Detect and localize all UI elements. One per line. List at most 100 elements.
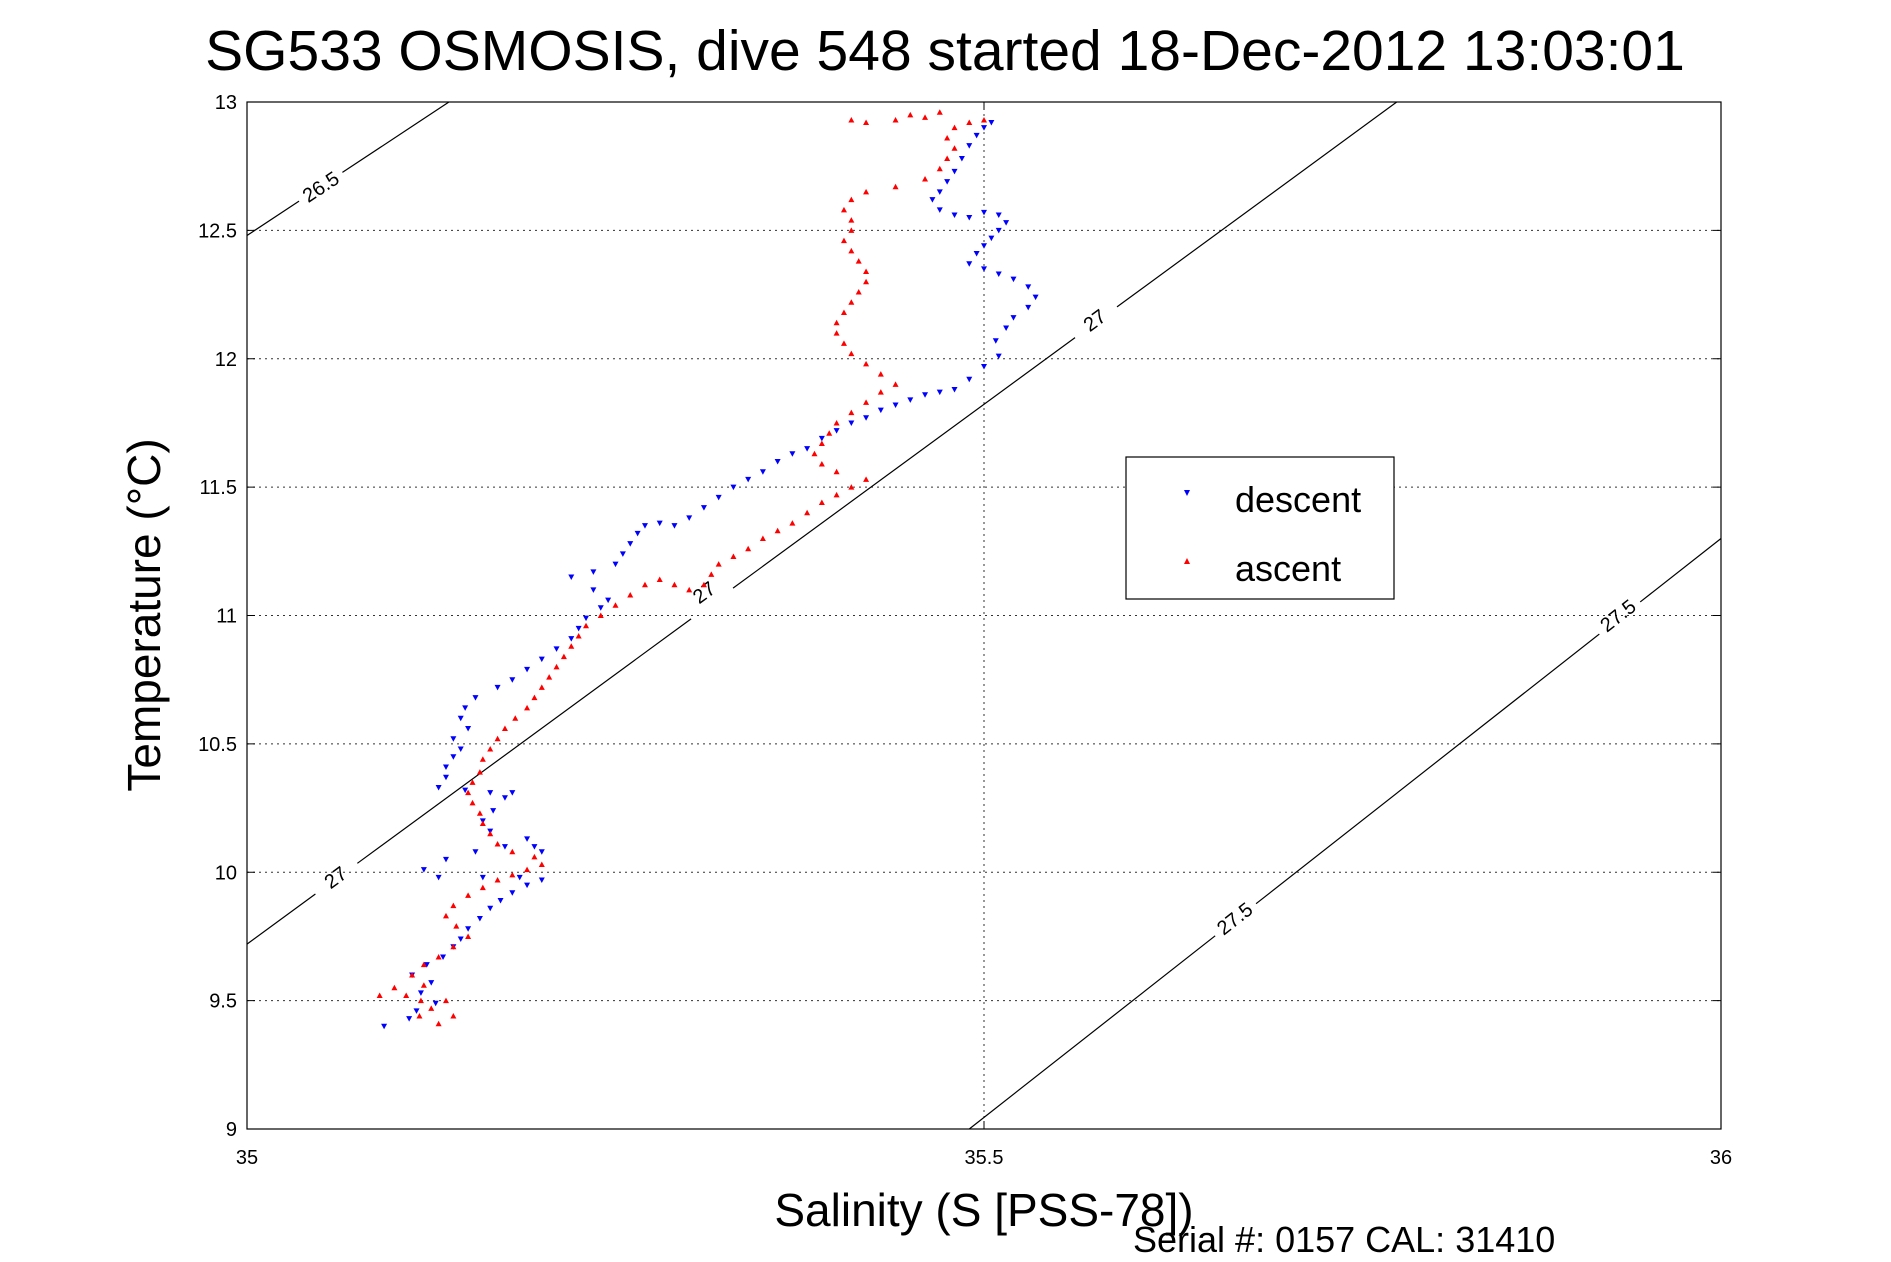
descent-point (818, 435, 825, 442)
ascent-point (863, 399, 870, 405)
descent-point (457, 715, 464, 722)
ascent-point (465, 892, 472, 898)
descent-point (1003, 220, 1010, 226)
descent-point (450, 754, 457, 760)
descent-point (1032, 294, 1039, 301)
descent-point (804, 446, 811, 452)
descent-point (936, 189, 943, 195)
ascent-point (818, 499, 825, 506)
ascent-point (686, 586, 693, 593)
ascent-point (597, 612, 604, 618)
descent-point (1025, 304, 1032, 311)
x-tick-label: 35 (236, 1147, 258, 1169)
descent-point (524, 882, 531, 889)
ascent-point (848, 484, 855, 490)
descent-point (922, 392, 929, 398)
x-tick-label: 35.5 (965, 1147, 1004, 1169)
y-tick-label: 10 (215, 862, 237, 884)
descent-point (774, 458, 781, 465)
ascent-point (848, 217, 855, 223)
y-tick-label: 12.5 (198, 220, 237, 242)
ascent-point (745, 545, 752, 552)
legend: descent ascent (1125, 456, 1395, 600)
y-tick-label: 11.5 (200, 477, 237, 499)
ascent-point (453, 923, 460, 929)
descent-point (524, 836, 531, 842)
descent-point (487, 790, 494, 796)
y-tick-label: 11 (216, 606, 237, 628)
descent-point (833, 428, 840, 434)
descent-point (789, 451, 796, 457)
x-tick-label: 36 (1710, 1147, 1732, 1169)
descent-point (538, 849, 545, 855)
ascent-point (575, 633, 582, 639)
y-tick-label: 9.5 (209, 991, 237, 1013)
descent-point (619, 551, 626, 557)
ascent-point (892, 381, 899, 387)
ascent-point (833, 419, 840, 426)
ascent-point (435, 953, 442, 960)
ascent-point (487, 746, 494, 752)
descent-point (575, 625, 582, 632)
ascent-point (840, 237, 847, 244)
ascent-point (936, 109, 943, 115)
ascent-point (833, 468, 840, 475)
ascent-point (512, 715, 519, 721)
ascent-point (494, 876, 501, 883)
ascent-point (848, 196, 855, 203)
descent-point (509, 890, 516, 896)
ascent-point (833, 319, 840, 326)
descent-point (423, 962, 430, 968)
series-descent (381, 120, 1039, 1030)
ascent-point (840, 206, 847, 213)
descent-point (440, 954, 447, 960)
descent-point (479, 874, 486, 881)
ascent-point (627, 591, 634, 598)
descent-point (1010, 276, 1017, 283)
descent-point (936, 207, 943, 213)
ascent-point (612, 602, 619, 608)
ascent-point (476, 810, 483, 816)
isopycnal-line (1255, 633, 1600, 905)
ascent-point (811, 450, 818, 457)
ascent-point (848, 299, 855, 305)
descent-point (538, 877, 545, 883)
ascent-point (848, 409, 855, 416)
y-tick-label: 13 (215, 92, 237, 114)
descent-point (730, 484, 737, 491)
series-ascent (376, 109, 987, 1027)
ascent-point (840, 309, 847, 316)
ascent-point (656, 576, 663, 583)
descent-point (966, 376, 973, 383)
ascent-point (774, 527, 781, 534)
ascent-point (450, 943, 457, 950)
descent-point (1003, 325, 1010, 331)
descent-point (973, 132, 980, 139)
ascent-point (877, 389, 884, 395)
grid (247, 102, 1721, 1129)
descent-point (700, 505, 707, 511)
ascent-point (509, 848, 516, 855)
isopycnal-line (246, 893, 316, 945)
isopycnal-line (357, 618, 692, 864)
ascent-point (818, 440, 825, 446)
descent-point (590, 569, 597, 575)
ascent-point (479, 884, 486, 891)
descent-point (988, 235, 995, 242)
chart-title: SG533 OSMOSIS, dive 548 started 18-Dec-2… (205, 19, 1685, 83)
ascent-point (465, 933, 472, 939)
ascent-point (863, 476, 870, 482)
ascent-point (494, 841, 501, 847)
isopycnal-label: 27 (321, 863, 352, 894)
descent-point (995, 353, 1002, 360)
ascent-point (531, 853, 538, 860)
ascent-point (826, 430, 833, 436)
ascent-point (428, 1005, 435, 1011)
legend-ascent-marker (1184, 558, 1190, 564)
ascent-point (833, 330, 840, 336)
descent-point (848, 420, 855, 426)
ascent-point (524, 704, 531, 711)
ascent-point (469, 799, 476, 806)
descent-point (966, 143, 973, 149)
ascent-point (708, 571, 715, 577)
